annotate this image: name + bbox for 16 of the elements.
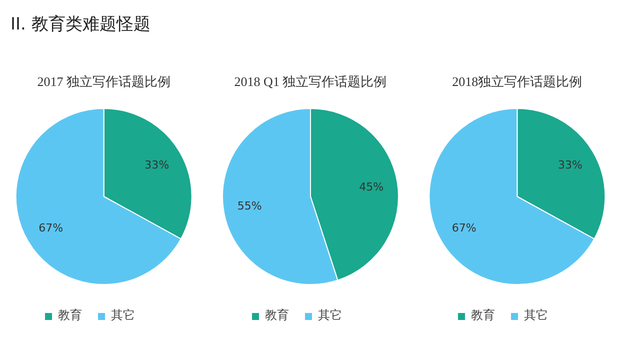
chart-title: 2018 Q1 独立写作话题比例: [234, 74, 387, 89]
data-label: 33%: [144, 158, 170, 172]
legend-label: 教育: [58, 307, 82, 324]
data-label: 67%: [452, 221, 476, 234]
legend-label: 教育: [471, 307, 495, 324]
legend-label: 教育: [265, 307, 289, 324]
data-label: 45%: [359, 180, 384, 194]
data-label: 55%: [237, 200, 262, 213]
data-label: 67%: [38, 221, 64, 234]
legend-label: 其它: [318, 307, 342, 324]
text: II. 教育类难题怪题: [10, 14, 150, 34]
legend-label: 其它: [524, 307, 548, 324]
chart-title: 2018独立写作话题比例: [452, 74, 582, 89]
legend-label: 其它: [111, 307, 135, 324]
chart-title: 2017 独立写作话题比例: [37, 74, 170, 89]
data-label: 33%: [558, 158, 582, 172]
